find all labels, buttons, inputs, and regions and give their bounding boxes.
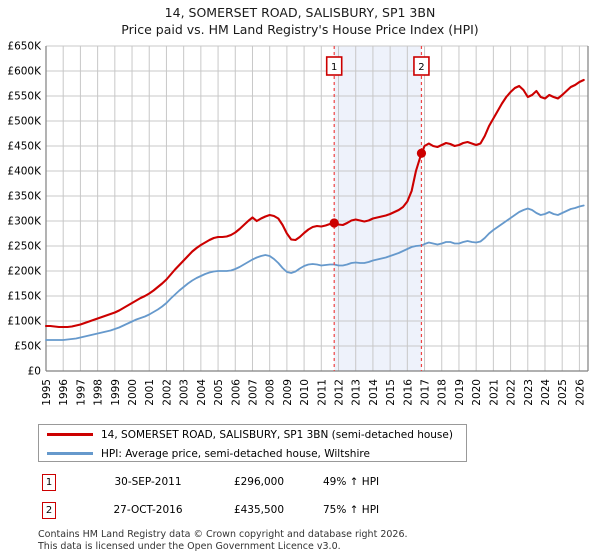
x-axis-tick-label: 2001 bbox=[144, 379, 156, 406]
highlight-band bbox=[334, 46, 422, 371]
x-axis-tick-label: 2008 bbox=[265, 379, 277, 406]
page-subtitle: Price paid vs. HM Land Registry's House … bbox=[121, 22, 479, 37]
legend-item-hpi: HPI: Average price, semi-detached house,… bbox=[39, 444, 466, 463]
y-axis-tick-label: £500K bbox=[7, 116, 42, 128]
x-axis-tick-label: 2023 bbox=[523, 379, 535, 406]
x-axis-tick-label: 2026 bbox=[574, 379, 586, 406]
x-axis-tick-label: 2011 bbox=[316, 379, 328, 406]
transaction-price: £435,500 bbox=[233, 504, 285, 516]
series-line-hpi bbox=[45, 204, 585, 341]
plot-background bbox=[46, 46, 588, 371]
x-axis-tick-label: 2009 bbox=[282, 379, 294, 406]
data-point-marker[interactable] bbox=[416, 148, 427, 158]
series-line-property bbox=[44, 78, 585, 329]
x-axis-tick-label: 2002 bbox=[161, 379, 173, 406]
legend-label-hpi: HPI: Average price, semi-detached house,… bbox=[101, 448, 370, 460]
y-axis-tick-label: £150K bbox=[7, 291, 42, 303]
x-axis-tick-label: 2010 bbox=[299, 379, 311, 406]
legend-item-property: 14, SOMERSET ROAD, SALISBURY, SP1 3BN (s… bbox=[39, 425, 466, 444]
y-axis-tick-label: £550K bbox=[7, 91, 42, 103]
legend-swatch-property bbox=[47, 433, 93, 436]
legend-swatch-hpi bbox=[47, 452, 93, 455]
y-axis-tick-label: £250K bbox=[7, 241, 42, 253]
y-axis-tick-label: £600K bbox=[7, 66, 42, 78]
y-axis-tick-label: £350K bbox=[7, 191, 42, 203]
marker-label-text: 2 bbox=[418, 62, 424, 73]
y-axis-tick-label: £50K bbox=[14, 341, 42, 353]
chart-plot: £0 £50K £100K £150K £200K £250K £300K £350K £400… bbox=[7, 41, 589, 406]
x-axis-tick-label: 2005 bbox=[213, 379, 225, 406]
x-axis-tick-label: 2021 bbox=[488, 379, 500, 406]
y-axis-tick-label: £400K bbox=[7, 166, 42, 178]
x-axis-tick-label: 2013 bbox=[351, 379, 363, 406]
data-point-marker[interactable] bbox=[329, 218, 339, 228]
x-axis-tick-label: 2014 bbox=[368, 379, 380, 406]
y-axis-tick-label: £100K bbox=[7, 316, 42, 328]
status-badge: 2 bbox=[42, 502, 56, 519]
y-axis-tick-label: £300K bbox=[7, 216, 42, 228]
chart-legend: 14, SOMERSET ROAD, SALISBURY, SP1 3BN (s… bbox=[38, 424, 467, 462]
x-axis-tick-label: 1999 bbox=[110, 379, 122, 406]
x-axis-tick-label: 1997 bbox=[75, 379, 87, 406]
transaction-hpi-delta: 75% ↑ HPI bbox=[323, 504, 380, 516]
x-axis-tick-label: 2022 bbox=[506, 379, 518, 406]
y-axis-tick-label: £200K bbox=[7, 266, 42, 278]
marker-label-text: 1 bbox=[331, 62, 337, 73]
footer-attribution: Contains HM Land Registry data © Crown c… bbox=[38, 529, 578, 552]
legend-label-property: 14, SOMERSET ROAD, SALISBURY, SP1 3BN (s… bbox=[101, 429, 453, 441]
y-axis-tick-label: £650K bbox=[7, 41, 42, 53]
transaction-date: 27-OCT-2016 bbox=[113, 504, 183, 516]
table-row: 2 27-OCT-2016 £435,500 75% ↑ HPI bbox=[38, 500, 458, 526]
marker-label-box[interactable] bbox=[413, 56, 430, 76]
footer-line-licence: This data is licensed under the Open Gov… bbox=[38, 540, 341, 552]
x-axis-tick-label: 2015 bbox=[385, 379, 397, 406]
transaction-price: £296,000 bbox=[233, 476, 285, 488]
x-axis-tick-label: 1996 bbox=[58, 379, 70, 406]
x-axis-tick-label: 1998 bbox=[93, 379, 105, 406]
transaction-date: 30-SEP-2011 bbox=[114, 476, 182, 488]
x-axis-tick-label: 2017 bbox=[420, 379, 432, 406]
x-axis-tick-label: 2020 bbox=[471, 379, 483, 406]
y-axis-tick-label: £0 bbox=[28, 366, 41, 378]
x-axis-tick-label: 1995 bbox=[41, 379, 53, 406]
x-axis-tick-label: 2012 bbox=[334, 379, 346, 406]
x-axis-tick-label: 2000 bbox=[127, 379, 139, 406]
x-axis-tick-label: 2004 bbox=[196, 379, 208, 406]
transaction-hpi-delta: 49% ↑ HPI bbox=[323, 476, 380, 488]
y-axis-tick-label: £450K bbox=[7, 141, 42, 153]
x-axis-tick-label: 2016 bbox=[402, 379, 414, 406]
x-axis-tick-label: 2007 bbox=[247, 379, 259, 406]
x-axis-tick-label: 2003 bbox=[179, 379, 191, 406]
x-axis-tick-label: 2006 bbox=[230, 379, 242, 406]
x-axis-tick-label: 2025 bbox=[557, 379, 569, 406]
x-axis-tick-label: 2024 bbox=[540, 379, 552, 406]
x-axis-tick-label: 2019 bbox=[454, 379, 466, 406]
page-title: 14, SOMERSET ROAD, SALISBURY, SP1 3BN bbox=[164, 5, 436, 20]
title-block: 14, SOMERSET ROAD, SALISBURY, SP1 3BN Pr… bbox=[0, 4, 600, 38]
marker-label-box[interactable] bbox=[325, 56, 343, 76]
x-axis-tick-label: 2018 bbox=[437, 379, 449, 406]
status-badge: 1 bbox=[42, 474, 56, 491]
table-row: 1 30-SEP-2011 £296,000 49% ↑ HPI bbox=[38, 472, 458, 498]
footer-line-copyright: Contains HM Land Registry data © Crown c… bbox=[38, 529, 408, 540]
